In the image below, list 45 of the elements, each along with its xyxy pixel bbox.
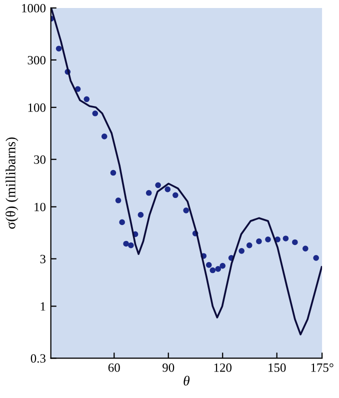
- point: [265, 236, 271, 242]
- point: [164, 186, 171, 192]
- y-tick-label: 3: [40, 254, 46, 264]
- y-tick-label: 300: [28, 56, 46, 64]
- x-tick-label: 175°: [311, 363, 334, 372]
- x-axis-title: θ: [184, 376, 190, 386]
- y-tick-label: 0.3: [30, 354, 46, 363]
- point: [56, 46, 62, 52]
- point: [115, 197, 122, 204]
- point: [206, 262, 212, 268]
- point: [282, 236, 289, 242]
- y-tick-label: 1: [40, 302, 46, 311]
- point: [92, 110, 98, 116]
- point: [292, 239, 298, 246]
- point: [183, 207, 190, 214]
- point: [210, 267, 216, 274]
- y-tick-label: 1000: [22, 4, 46, 12]
- x-tick-label: 150: [268, 363, 286, 372]
- point: [172, 192, 178, 198]
- line-series: [50, 8, 322, 336]
- point: [274, 236, 280, 242]
- y-tick-label: 30: [34, 155, 46, 164]
- point: [302, 246, 308, 252]
- point: [146, 190, 152, 196]
- point: [128, 242, 134, 248]
- point: [101, 134, 108, 140]
- point: [119, 219, 125, 226]
- y-axis-title: σ(θ) (millibarns): [6, 137, 18, 229]
- point: [238, 248, 245, 254]
- point: [84, 96, 90, 102]
- point: [123, 240, 129, 247]
- point: [74, 86, 81, 92]
- point: [246, 242, 252, 248]
- point: [110, 170, 116, 176]
- point: [313, 255, 319, 261]
- x-tick-label: 60: [108, 363, 120, 372]
- point: [256, 238, 262, 244]
- point: [138, 212, 144, 218]
- point: [155, 182, 161, 188]
- y-tick-label: 100: [28, 103, 46, 112]
- x-tick-label: 90: [162, 363, 174, 372]
- point: [215, 266, 222, 272]
- point: [220, 262, 226, 269]
- x-tick-label: 120: [214, 363, 232, 372]
- y-tick-label: 10: [34, 202, 46, 212]
